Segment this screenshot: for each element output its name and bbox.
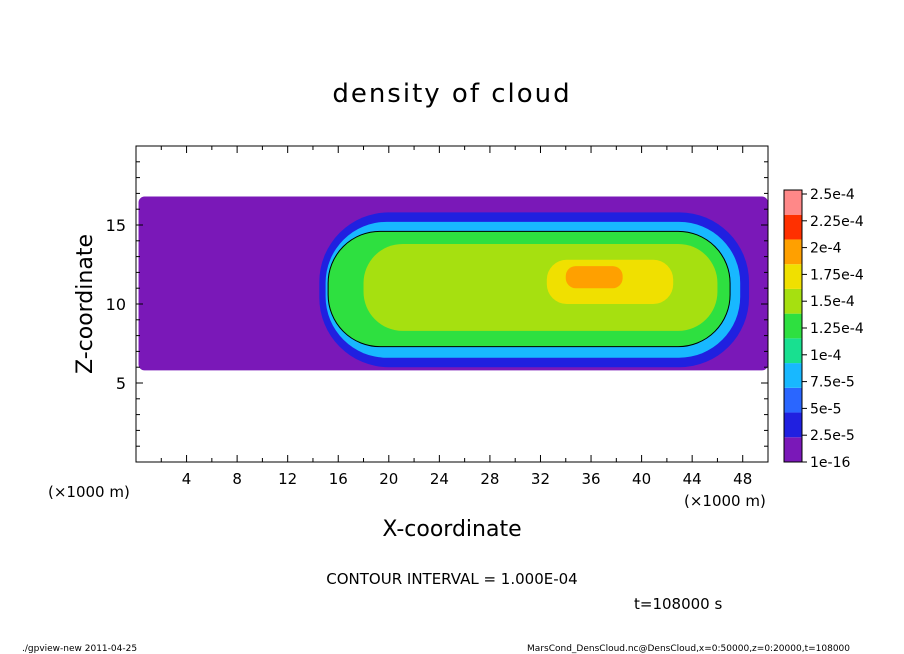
colorbar-label: 1.5e-4 bbox=[810, 294, 855, 310]
density-field bbox=[138, 196, 768, 371]
colorbar-swatch bbox=[784, 363, 802, 388]
colorbar-swatch bbox=[784, 214, 802, 240]
x-tick-label: 24 bbox=[430, 470, 449, 488]
x-unit-left: (×1000 m) bbox=[48, 483, 130, 501]
y-tick-label: 15 bbox=[106, 216, 126, 235]
colorbar-frame bbox=[783, 189, 803, 463]
colorbar-swatch bbox=[784, 239, 802, 265]
colorbar-label: 2.5e-4 bbox=[810, 187, 855, 203]
colorbar-swatch bbox=[784, 313, 802, 339]
colorbar-swatch bbox=[784, 288, 802, 314]
colorbar-swatch bbox=[784, 264, 802, 289]
x-tick-label: 8 bbox=[232, 470, 242, 488]
colorbar-swatch bbox=[784, 338, 802, 364]
x-axis-label: X-coordinate bbox=[382, 517, 521, 542]
colorbar-label: 1.25e-4 bbox=[810, 321, 864, 337]
colorbar-label: 1e-4 bbox=[810, 348, 842, 364]
x-tick-label: 36 bbox=[581, 470, 600, 488]
colorbar-swatch bbox=[784, 437, 802, 462]
contour-interval-label: CONTOUR INTERVAL = 1.000E-04 bbox=[326, 570, 577, 588]
x-tick-label: 40 bbox=[632, 470, 651, 488]
x-tick-label: 4 bbox=[182, 470, 192, 488]
colorbar-label: 2e-4 bbox=[810, 241, 842, 257]
contour-line bbox=[327, 230, 731, 348]
colorbar-label: 2.5e-5 bbox=[810, 428, 855, 444]
y-ticks: 5 10 15 bbox=[106, 161, 768, 447]
colorbar-label: 2.25e-4 bbox=[810, 214, 864, 230]
x-tick-label: 28 bbox=[480, 470, 499, 488]
x-tick-label: 16 bbox=[329, 470, 348, 488]
x-tick-label: 44 bbox=[683, 470, 702, 488]
x-tick-label: 12 bbox=[278, 470, 297, 488]
colorbar-swatch bbox=[784, 190, 802, 215]
y-tick-label: 10 bbox=[106, 295, 126, 314]
footer-right: MarsCond_DensCloud.nc@DensCloud,x=0:5000… bbox=[527, 644, 850, 654]
y-axis-label: Z-coordinate bbox=[73, 234, 98, 374]
x-tick-label: 32 bbox=[531, 470, 550, 488]
colorbar: 1e-16 2.5e-5 5e-5 7.5e-5 1e-4 1.25e-4 1.5e-4 1.… bbox=[783, 187, 864, 471]
x-ticks: 4 8 12 16 20 24 28 32 36 40 44 48 bbox=[160, 146, 752, 488]
colorbar-label: 1.75e-4 bbox=[810, 267, 864, 283]
colorbar-label: 7.5e-5 bbox=[810, 375, 855, 391]
colorbar-label: 5e-5 bbox=[810, 401, 841, 417]
x-unit-right: (×1000 m) bbox=[684, 492, 766, 510]
density-region-level-8 bbox=[565, 266, 623, 289]
colorbar-label: 1e-16 bbox=[810, 455, 850, 471]
x-tick-label: 20 bbox=[379, 470, 398, 488]
time-label: t=108000 s bbox=[634, 595, 722, 613]
contour-lines bbox=[327, 230, 731, 348]
x-tick-label: 48 bbox=[733, 470, 752, 488]
y-tick-label: 5 bbox=[116, 374, 126, 393]
colorbar-swatch bbox=[784, 387, 802, 413]
colorbar-swatch bbox=[784, 412, 802, 438]
footer-left: ./gpview-new 2011-04-25 bbox=[22, 644, 137, 654]
chart-title: density of cloud bbox=[332, 79, 571, 109]
